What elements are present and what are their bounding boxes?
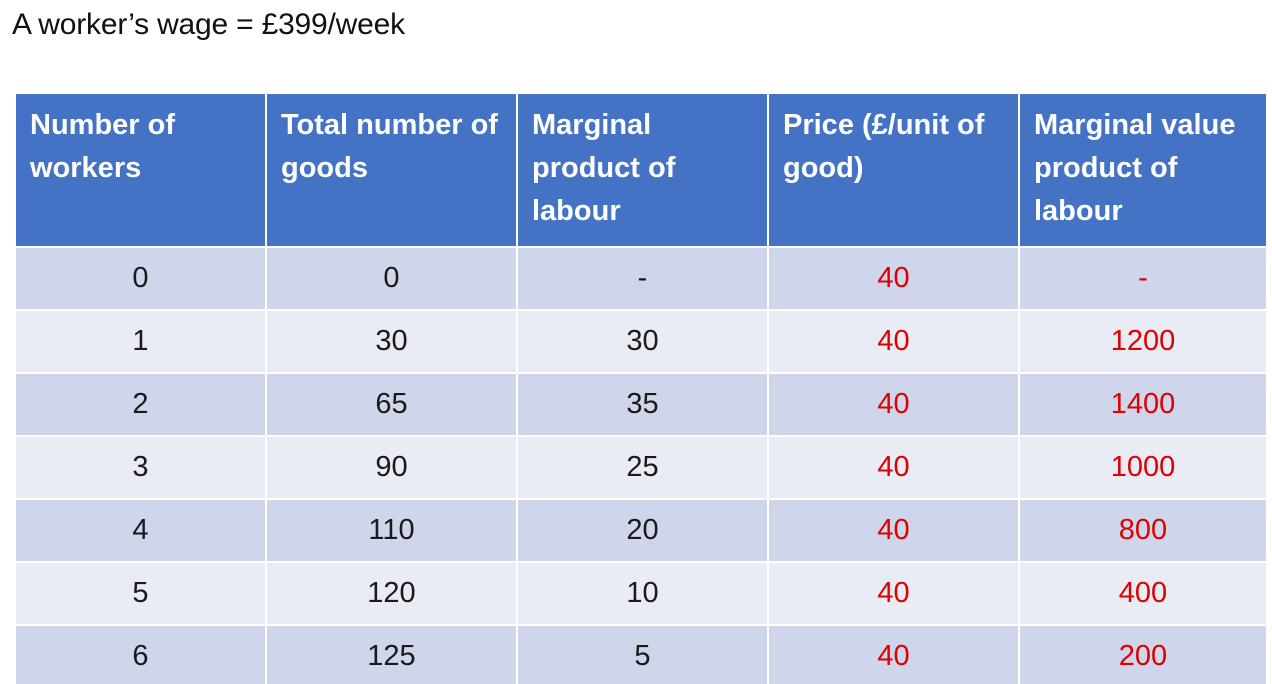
cell-marginal-product: - — [516, 246, 769, 311]
cell-marginal-value-product: 1200 — [1018, 309, 1268, 374]
cell-workers: 4 — [14, 498, 267, 563]
cell-marginal-value-product: 1400 — [1018, 372, 1268, 437]
cell-workers: 1 — [14, 309, 267, 374]
cell-price: 40 — [767, 246, 1020, 311]
table-row: 2 65 35 40 1400 — [14, 372, 1268, 437]
cell-workers: 5 — [14, 561, 267, 626]
cell-total-goods: 110 — [265, 498, 518, 563]
cell-marginal-value-product: 400 — [1018, 561, 1268, 626]
cell-price: 40 — [767, 498, 1020, 563]
cell-total-goods: 30 — [265, 309, 518, 374]
cell-marginal-product: 30 — [516, 309, 769, 374]
cell-marginal-value-product: 200 — [1018, 624, 1268, 684]
cell-workers: 3 — [14, 435, 267, 500]
cell-price: 40 — [767, 624, 1020, 684]
header-price: Price (£/unit of good) — [767, 92, 1020, 248]
cell-marginal-product: 20 — [516, 498, 769, 563]
cell-price: 40 — [767, 561, 1020, 626]
cell-total-goods: 120 — [265, 561, 518, 626]
table-row: 5 120 10 40 400 — [14, 561, 1268, 626]
cell-price: 40 — [767, 309, 1020, 374]
cell-marginal-product: 35 — [516, 372, 769, 437]
cell-price: 40 — [767, 435, 1020, 500]
cell-total-goods: 90 — [265, 435, 518, 500]
cell-total-goods: 65 — [265, 372, 518, 437]
cell-workers: 6 — [14, 624, 267, 684]
cell-total-goods: 0 — [265, 246, 518, 311]
header-marginal-value-product: Marginal value product of labour — [1018, 92, 1268, 248]
table-row: 6 125 5 40 200 — [14, 624, 1268, 684]
header-number-of-workers: Number of workers — [14, 92, 267, 248]
cell-marginal-product: 25 — [516, 435, 769, 500]
table-row: 1 30 30 40 1200 — [14, 309, 1268, 374]
cell-marginal-value-product: 800 — [1018, 498, 1268, 563]
header-row: Number of workers Total number of goods … — [14, 92, 1268, 248]
table-row: 3 90 25 40 1000 — [14, 435, 1268, 500]
marginal-product-table: Number of workers Total number of goods … — [14, 92, 1268, 684]
cell-workers: 2 — [14, 372, 267, 437]
header-marginal-product: Marginal product of labour — [516, 92, 769, 248]
cell-marginal-value-product: - — [1018, 246, 1268, 311]
header-total-goods: Total number of goods — [265, 92, 518, 248]
cell-marginal-product: 5 — [516, 624, 769, 684]
table-row: 0 0 - 40 - — [14, 246, 1268, 311]
cell-total-goods: 125 — [265, 624, 518, 684]
cell-marginal-product: 10 — [516, 561, 769, 626]
cell-price: 40 — [767, 372, 1020, 437]
page-title: A worker’s wage = £399/week — [12, 8, 405, 41]
cell-marginal-value-product: 1000 — [1018, 435, 1268, 500]
cell-workers: 0 — [14, 246, 267, 311]
table-row: 4 110 20 40 800 — [14, 498, 1268, 563]
